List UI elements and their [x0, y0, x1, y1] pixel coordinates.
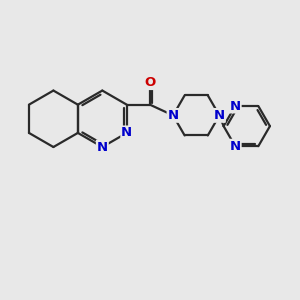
Text: N: N: [214, 109, 225, 122]
Text: N: N: [230, 140, 241, 153]
Text: N: N: [230, 100, 241, 112]
Text: O: O: [144, 76, 155, 89]
Text: N: N: [167, 109, 178, 122]
Text: N: N: [121, 126, 132, 140]
Text: N: N: [97, 140, 108, 154]
